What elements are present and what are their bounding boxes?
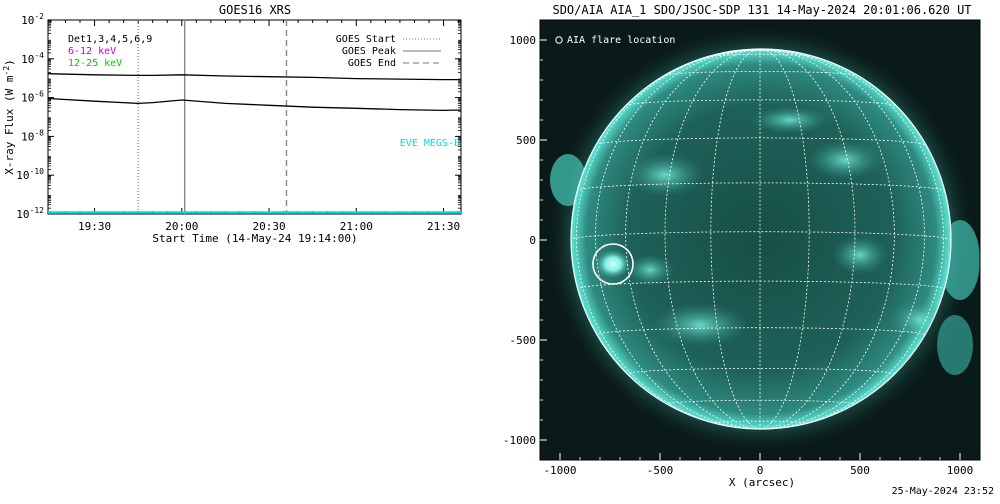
x-tick-label: 19:30 xyxy=(78,220,111,233)
legend-goes-start: GOES Start xyxy=(336,34,396,45)
eve-megs-b-label: EVE MEGS-B xyxy=(400,138,460,149)
limb-loop-southwest xyxy=(937,315,973,375)
x-tick-label: 21:00 xyxy=(340,220,373,233)
x-axis-label: Start Time (14-May-24 19:14:00) xyxy=(152,232,357,245)
latitude-line xyxy=(595,327,925,336)
active-region xyxy=(807,140,883,180)
y-tick-exponent: -6 xyxy=(34,90,44,99)
y-tick-base: 10 xyxy=(21,92,34,105)
y-tick-exponent: -4 xyxy=(34,51,44,60)
aia-y-tick-label: -500 xyxy=(510,334,537,347)
legend-marker xyxy=(555,36,563,44)
y-tick-exponent: -10 xyxy=(30,167,45,176)
active-region xyxy=(650,303,750,347)
active-regions xyxy=(595,106,950,347)
y-tick-exponent: -2 xyxy=(34,12,44,21)
aia-x-tick-label: -500 xyxy=(647,464,674,477)
active-region xyxy=(750,106,830,134)
y-tick-label: 10-10 xyxy=(16,167,44,182)
longitude-line xyxy=(759,49,856,429)
flux-series-line xyxy=(48,73,461,81)
aia-legend-label: AIA flare location xyxy=(567,35,675,46)
aia-y-tick-label: -1000 xyxy=(503,434,536,447)
legend-goes-peak: GOES Peak xyxy=(342,46,396,57)
flux-series-line xyxy=(48,97,461,112)
goes-event-lines xyxy=(137,20,288,214)
latitude-line xyxy=(664,399,856,405)
y-tick-base: 10 xyxy=(16,208,29,221)
x-tick-label: 21:30 xyxy=(427,220,460,233)
y-axis-label: X-ray Flux (W m-2) xyxy=(2,59,16,175)
aia-x-tick-label: 500 xyxy=(850,464,870,477)
y-tick-base: 10 xyxy=(16,169,29,182)
legend-goes-end: GOES End xyxy=(348,58,396,69)
plot-frame xyxy=(47,19,462,215)
y-tick-label: 10-2 xyxy=(21,12,44,27)
longitude-line xyxy=(759,49,944,429)
y-axis-label-main: X-ray Flux (W m xyxy=(3,75,16,175)
longitude-line xyxy=(576,49,761,429)
aia-y-tick-label: 500 xyxy=(516,134,536,147)
y-tick-label: 10-12 xyxy=(16,206,44,221)
active-region xyxy=(832,235,888,275)
y-tick-base: 10 xyxy=(21,130,34,143)
latitude-line xyxy=(595,137,925,146)
aia-y-tick-label: 1000 xyxy=(510,34,537,47)
x-tick-label: 20:30 xyxy=(252,220,285,233)
y-axis-label-exp: -2 xyxy=(2,66,11,76)
longitude-line xyxy=(759,49,925,429)
y-tick-base: 10 xyxy=(21,14,34,27)
latitude-line xyxy=(710,54,810,57)
y-tick-exponent: -12 xyxy=(30,206,45,215)
legend-6-12kev: 6-12 keV xyxy=(68,46,116,57)
legend-detectors: Det1,3,4,5,6,9 xyxy=(68,34,152,45)
legend-12-25kev: 12-25 keV xyxy=(68,58,122,69)
longitude-line xyxy=(595,49,761,429)
y-tick-label: 10-8 xyxy=(21,128,44,143)
aia-image-panel: SDO/AIA AIA_1 SDO/JSOC-SDP 131 14-May-20… xyxy=(503,3,981,489)
aia-x-tick-label: 0 xyxy=(757,464,764,477)
goes-series xyxy=(48,73,461,214)
x-tick-label: 20:00 xyxy=(165,220,198,233)
latitude-line xyxy=(664,71,856,76)
solar-limb xyxy=(570,48,952,430)
y-tick-base: 10 xyxy=(21,53,34,66)
heliographic-grid xyxy=(571,49,951,429)
latitude-line xyxy=(576,182,944,192)
flare-location-marker xyxy=(592,243,634,285)
active-region xyxy=(625,153,705,197)
y-tick-label: 10-6 xyxy=(21,90,44,105)
footer-timestamp: 25-May-2024 23:52 xyxy=(891,486,994,497)
aia-x-axis-label: X (arcsec) xyxy=(729,476,795,489)
legend-goes-times: GOES Start GOES Peak GOES End xyxy=(336,34,441,69)
y-tick-label: 10-4 xyxy=(21,51,44,66)
aia-x-tick-label: 1000 xyxy=(947,464,974,477)
longitude-line xyxy=(664,49,761,429)
longitude-line xyxy=(759,49,895,429)
active-region xyxy=(625,254,675,286)
flare-region xyxy=(595,249,631,279)
aia-axes: -1000 -500 0 500 1000 1000 500 0 -500 -1000 xyxy=(503,34,973,477)
goes-chart-title: GOES16 XRS xyxy=(219,3,291,17)
solar-disk xyxy=(571,49,951,429)
aia-image-title: SDO/AIA AIA_1 SDO/JSOC-SDP 131 14-May-20… xyxy=(552,3,971,17)
longitude-line xyxy=(625,49,761,429)
aia-y-tick-label: 0 xyxy=(529,234,536,247)
y-axis-label-close: ) xyxy=(3,59,16,66)
aia-x-tick-label: -1000 xyxy=(543,464,576,477)
y-tick-exponent: -8 xyxy=(34,128,44,137)
